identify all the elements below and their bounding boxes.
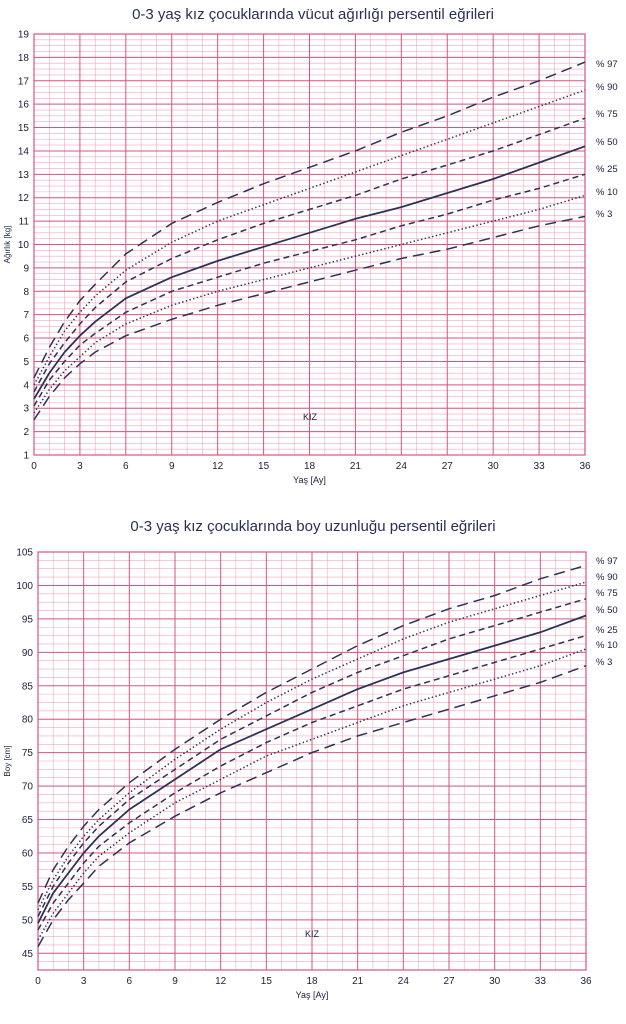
weight-series-p25-line — [33, 173, 586, 407]
weight-x-tick-label: 12 — [212, 461, 224, 472]
height-series-p90-label: % 90 — [596, 572, 618, 583]
weight-y-tick-label: 19 — [18, 30, 30, 41]
height-chart: 0 3 6 9 12 15 18 21 24 27 30 33 36455055606570758085… — [3, 548, 618, 1001]
weight-y-tick-label: 5 — [23, 357, 29, 368]
weight-x-tick-label: 3 — [77, 461, 83, 472]
weight-series-p50-line — [33, 145, 586, 400]
height-y-tick-label: 55 — [22, 882, 34, 893]
height-x-tick-label: 33 — [535, 976, 547, 987]
weight-series-p25-label: % 25 — [596, 164, 618, 175]
height-y-tick-label: 90 — [22, 648, 34, 659]
weight-x-tick-label: 21 — [350, 461, 362, 472]
weight-y-tick-label: 18 — [18, 53, 30, 64]
weight-y-tick-label: 8 — [23, 287, 29, 298]
weight-series-p75-line — [33, 117, 586, 393]
height-x-tick-label: 9 — [172, 976, 178, 987]
height-series-p10-label: % 10 — [596, 640, 618, 651]
weight-x-axis-label: Yaş [Ay] — [293, 475, 326, 485]
weight-series-p90-line — [33, 89, 586, 386]
height-series-p97-line — [37, 564, 587, 904]
height-series-p25-line — [37, 634, 587, 931]
height-y-tick-label: 70 — [22, 782, 34, 793]
weight-y-tick-label: 2 — [23, 427, 29, 438]
weight-series-p97-label: % 97 — [596, 59, 618, 70]
height-series-p50-label: % 50 — [596, 605, 618, 616]
weight-plot-border — [33, 33, 586, 456]
weight-y-tick-label: 3 — [23, 404, 29, 415]
weight-chart-panel: 0-3 yaş kız çocuklarında vücut ağırlığı … — [3, 6, 618, 486]
height-x-tick-label: 3 — [81, 976, 87, 987]
height-y-tick-label: 80 — [22, 715, 34, 726]
height-x-tick-label: 27 — [443, 976, 455, 987]
height-chart-panel: 0-3 yaş kız çocuklarında boy uzunluğu pe… — [0, 512, 626, 1024]
height-y-tick-label: 75 — [22, 748, 34, 759]
height-series-p10-line — [37, 648, 587, 941]
height-x-tick-label: 6 — [127, 976, 133, 987]
weight-x-tick-label: 36 — [579, 461, 591, 472]
height-x-tick-label: 24 — [398, 976, 410, 987]
weight-series-p50-label: % 50 — [596, 137, 618, 148]
height-x-tick-label: 36 — [580, 976, 592, 987]
height-series-p3-line — [37, 664, 587, 947]
weight-y-tick-label: 11 — [19, 217, 30, 228]
height-series-p75-line — [37, 598, 587, 917]
weight-y-tick-label: 1 — [23, 451, 29, 462]
height-series-p97-label: % 97 — [596, 556, 618, 567]
weight-y-tick-label: 14 — [18, 146, 30, 157]
weight-kiz-annotation: KIZ — [303, 412, 318, 422]
height-x-tick-label: 15 — [261, 976, 273, 987]
weight-series-p97-line — [33, 61, 586, 379]
weight-x-tick-label: 15 — [258, 461, 270, 472]
weight-x-tick-label: 9 — [169, 461, 175, 472]
height-x-tick-label: 0 — [35, 976, 41, 987]
weight-chart: 0 3 6 9 12 15 18 21 24 27 30 33 36123456789101112131… — [3, 30, 618, 486]
weight-y-tick-label: 12 — [18, 193, 30, 204]
weight-x-tick-label: 0 — [31, 461, 37, 472]
height-y-tick-label: 45 — [22, 949, 34, 960]
height-series-p75-label: % 75 — [596, 588, 618, 599]
height-x-tick-label: 18 — [306, 976, 318, 987]
height-kiz-annotation: KIZ — [305, 929, 320, 939]
weight-series-p10-label: % 10 — [596, 187, 618, 198]
height-x-axis-label: Yaş [Ay] — [296, 990, 329, 1000]
height-y-tick-label: 100 — [16, 581, 33, 592]
weight-x-tick-label: 33 — [534, 461, 546, 472]
weight-x-tick-label: 18 — [304, 461, 316, 472]
height-x-tick-label: 30 — [489, 976, 501, 987]
height-y-tick-label: 105 — [16, 548, 33, 559]
height-x-tick-label: 21 — [352, 976, 364, 987]
weight-y-tick-label: 4 — [23, 380, 29, 391]
weight-y-tick-label: 9 — [23, 263, 29, 274]
height-series-p50-line — [37, 614, 587, 924]
weight-x-tick-label: 6 — [123, 461, 129, 472]
weight-series-p3-line — [33, 215, 586, 421]
height-y-tick-label: 65 — [22, 815, 34, 826]
weight-series-p90-label: % 90 — [596, 82, 618, 93]
weight-series-p75-label: % 75 — [596, 109, 618, 120]
weight-x-tick-label: 30 — [488, 461, 500, 472]
weight-y-tick-label: 13 — [18, 170, 30, 181]
weight-y-tick-label: 15 — [18, 123, 30, 134]
height-series-p3-label: % 3 — [596, 657, 612, 668]
height-y-axis-label: Boy [cm] — [3, 745, 12, 776]
height-y-tick-label: 50 — [22, 915, 34, 926]
weight-y-tick-label: 6 — [23, 334, 29, 345]
height-y-tick-label: 85 — [22, 681, 34, 692]
weight-y-tick-label: 16 — [18, 100, 30, 111]
height-y-tick-label: 95 — [22, 614, 34, 625]
height-y-tick-label: 60 — [22, 848, 34, 859]
weight-y-axis-label: Ağırlık [kg] — [3, 226, 12, 264]
weight-series-p10-line — [33, 194, 586, 414]
weight-chart-title: 0-3 yaş kız çocuklarında vücut ağırlığı … — [132, 6, 494, 23]
height-plot-border — [37, 551, 587, 971]
weight-y-tick-label: 7 — [23, 310, 29, 321]
height-x-tick-label: 12 — [215, 976, 227, 987]
weight-x-tick-label: 27 — [442, 461, 454, 472]
weight-series-p3-label: % 3 — [596, 209, 612, 220]
height-series-p25-label: % 25 — [596, 625, 618, 636]
weight-x-tick-label: 24 — [396, 461, 408, 472]
height-chart-title: 0-3 yaş kız çocuklarında boy uzunluğu pe… — [130, 518, 496, 535]
weight-y-tick-label: 10 — [18, 240, 30, 251]
weight-y-tick-label: 17 — [18, 76, 30, 87]
